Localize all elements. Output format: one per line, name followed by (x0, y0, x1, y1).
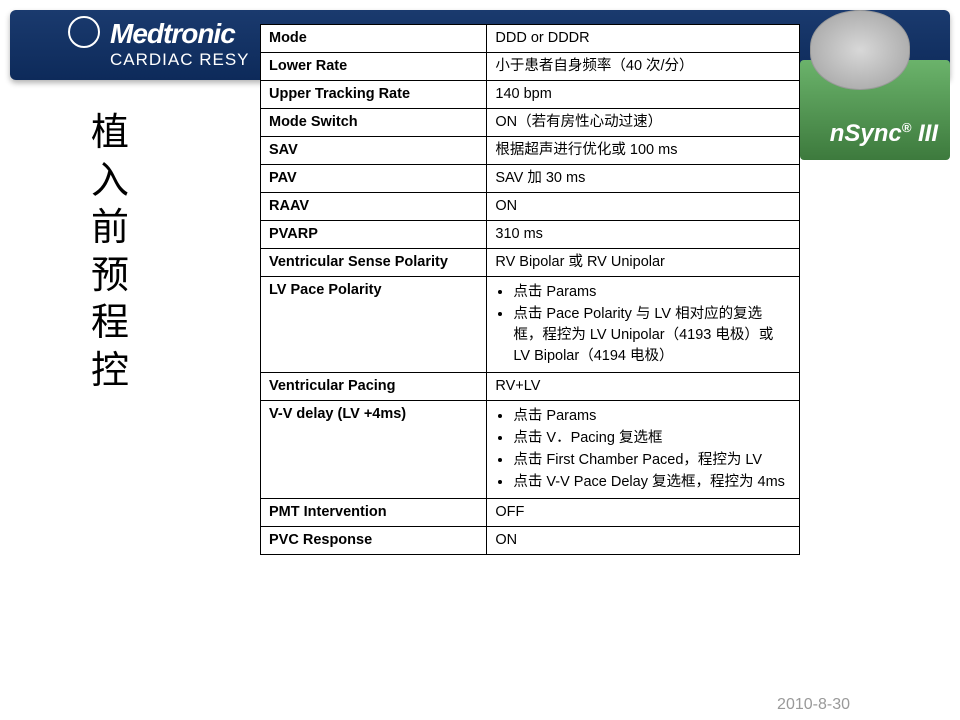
table-row: PAVSAV 加 30 ms (261, 165, 800, 193)
parameters-table-container: ModeDDD or DDDRLower Rate小于患者自身频率（40 次/分… (260, 24, 800, 555)
slide-title-char: 植 (90, 110, 130, 158)
param-name: Ventricular Sense Polarity (261, 249, 487, 277)
param-value: OFF (487, 499, 800, 527)
param-value: RV Bipolar 或 RV Unipolar (487, 249, 800, 277)
param-value-list: 点击 Params点击 V．Pacing 复选框点击 First Chamber… (495, 406, 791, 493)
param-value: DDD or DDDR (487, 25, 800, 53)
param-name: PAV (261, 165, 487, 193)
param-value: 310 ms (487, 221, 800, 249)
table-row: LV Pace Polarity点击 Params点击 Pace Polarit… (261, 277, 800, 373)
table-row: RAAVON (261, 193, 800, 221)
table-row: PVC ResponseON (261, 527, 800, 555)
param-name: Lower Rate (261, 53, 487, 81)
product-badge-text: nSync® III (830, 120, 938, 147)
table-row: Ventricular PacingRV+LV (261, 373, 800, 401)
slide-title-char: 预 (90, 253, 130, 301)
param-value: ON (487, 193, 800, 221)
param-name: PVC Response (261, 527, 487, 555)
list-item: 点击 First Chamber Paced，程控为 LV (513, 450, 791, 471)
param-name: PMT Intervention (261, 499, 487, 527)
param-name: LV Pace Polarity (261, 277, 487, 373)
table-row: PMT InterventionOFF (261, 499, 800, 527)
brand-logo-icon (68, 16, 100, 48)
list-item: 点击 Params (513, 406, 791, 427)
table-row: Mode SwitchON（若有房性心动过速） (261, 109, 800, 137)
parameters-table: ModeDDD or DDDRLower Rate小于患者自身频率（40 次/分… (260, 24, 800, 555)
param-name: RAAV (261, 193, 487, 221)
param-value: ON (487, 527, 800, 555)
slide-title: 植入前预程控 (90, 110, 130, 395)
table-row: Upper Tracking Rate140 bpm (261, 81, 800, 109)
slide-title-char: 前 (90, 205, 130, 253)
table-row: SAV根据超声进行优化或 100 ms (261, 137, 800, 165)
param-value: ON（若有房性心动过速） (487, 109, 800, 137)
slide-title-char: 程 (90, 300, 130, 348)
param-name: V-V delay (LV +4ms) (261, 401, 487, 499)
slide-title-char: 控 (90, 348, 130, 396)
param-name: SAV (261, 137, 487, 165)
param-value: 点击 Params点击 Pace Polarity 与 LV 相对应的复选框，程… (487, 277, 800, 373)
table-row: PVARP310 ms (261, 221, 800, 249)
param-name: Ventricular Pacing (261, 373, 487, 401)
list-item: 点击 Pace Polarity 与 LV 相对应的复选框，程控为 LV Uni… (513, 304, 791, 367)
param-value: SAV 加 30 ms (487, 165, 800, 193)
param-value: RV+LV (487, 373, 800, 401)
param-name: PVARP (261, 221, 487, 249)
footer-date: 2010-8-30 (777, 696, 850, 714)
param-value: 140 bpm (487, 81, 800, 109)
param-name: Mode (261, 25, 487, 53)
param-value: 根据超声进行优化或 100 ms (487, 137, 800, 165)
list-item: 点击 Params (513, 282, 791, 303)
param-name: Upper Tracking Rate (261, 81, 487, 109)
table-row: Lower Rate小于患者自身频率（40 次/分） (261, 53, 800, 81)
list-item: 点击 V．Pacing 复选框 (513, 428, 791, 449)
table-row: ModeDDD or DDDR (261, 25, 800, 53)
list-item: 点击 V-V Pace Delay 复选框，程控为 4ms (513, 472, 791, 493)
param-value: 小于患者自身频率（40 次/分） (487, 53, 800, 81)
slide-title-char: 入 (90, 158, 130, 206)
table-row: Ventricular Sense PolarityRV Bipolar 或 R… (261, 249, 800, 277)
param-value-list: 点击 Params点击 Pace Polarity 与 LV 相对应的复选框，程… (495, 282, 791, 367)
device-photo-icon (810, 10, 910, 90)
table-row: V-V delay (LV +4ms)点击 Params点击 V．Pacing … (261, 401, 800, 499)
param-name: Mode Switch (261, 109, 487, 137)
param-value: 点击 Params点击 V．Pacing 复选框点击 First Chamber… (487, 401, 800, 499)
